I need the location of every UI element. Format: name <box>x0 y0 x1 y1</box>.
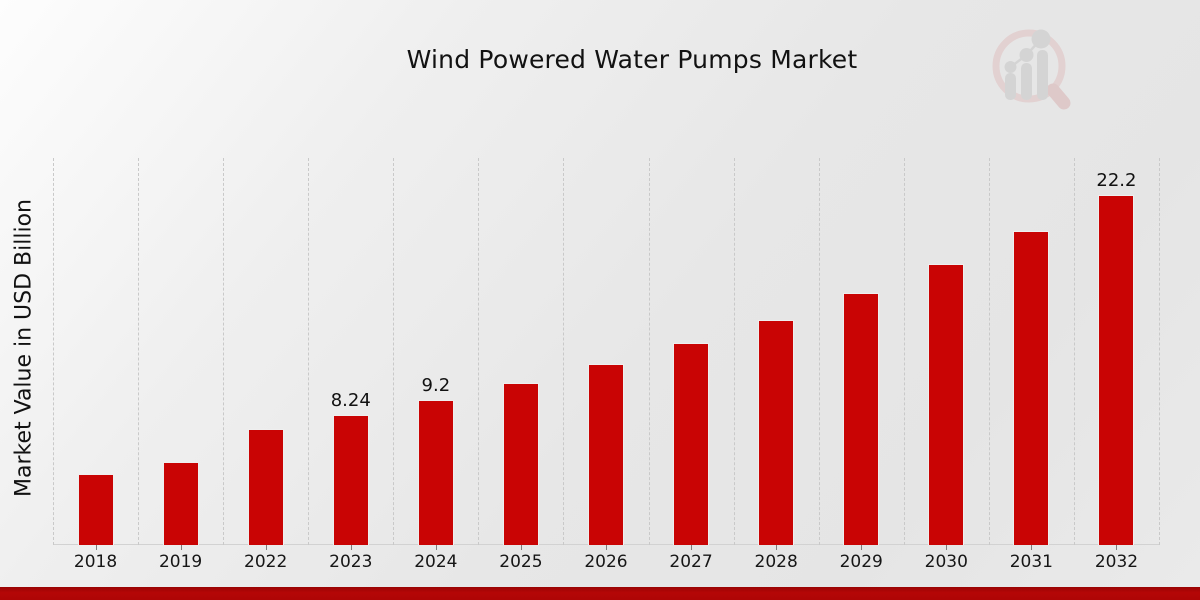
gridline <box>733 158 735 545</box>
x-axis-tick <box>691 545 693 550</box>
bar-value-label: 8.24 <box>330 390 371 412</box>
footer-accent-bar <box>0 587 1200 600</box>
x-axis-tick <box>776 545 778 550</box>
gridline <box>648 158 650 545</box>
gridline <box>478 158 480 545</box>
gridline <box>903 158 905 545</box>
x-axis-tick <box>861 545 863 550</box>
x-axis-label: 2027 <box>669 552 713 572</box>
logo-bar-icon <box>1005 73 1016 100</box>
magnifier-handle-icon <box>1046 83 1071 110</box>
gridline <box>393 158 395 545</box>
bar-2023 <box>332 415 369 545</box>
x-axis-label: 2019 <box>158 552 203 572</box>
bar-2029 <box>843 293 880 545</box>
trend-dot-icon <box>1019 48 1034 62</box>
x-axis-label: 2023 <box>329 552 373 572</box>
gridline <box>818 158 820 545</box>
gridline <box>223 158 225 545</box>
bar-value-label: 9.2 <box>421 374 451 396</box>
bar-2026 <box>588 364 624 545</box>
x-axis-label: 2028 <box>754 552 798 572</box>
x-axis-label: 2032 <box>1094 552 1139 572</box>
x-axis-label: 2029 <box>839 552 883 572</box>
x-axis-tick <box>435 545 437 550</box>
gridline <box>1159 158 1160 545</box>
x-axis-label: 2022 <box>244 552 288 572</box>
gridline <box>988 158 990 545</box>
x-axis-tick <box>1031 545 1033 550</box>
bar-2019 <box>162 461 199 545</box>
bar-2031 <box>1013 231 1050 545</box>
bar-2030 <box>928 263 965 545</box>
x-axis-label: 2018 <box>73 552 118 572</box>
x-axis-label: 2026 <box>584 552 628 572</box>
x-axis-tick <box>1116 545 1118 550</box>
bar-2022 <box>247 428 284 545</box>
bar-value-label: 22.2 <box>1096 169 1137 191</box>
trend-dot-icon <box>1031 29 1051 49</box>
plot-area: 2018 2019 2022 8.24 2023 9.2 2024 2025 2026 2027 2… <box>53 158 1160 572</box>
x-axis-tick <box>606 545 607 550</box>
magnifier-chart-logo <box>992 29 1071 110</box>
gridline <box>563 158 565 545</box>
gridline <box>138 158 140 545</box>
gridline <box>1073 158 1075 545</box>
x-axis-label: 2024 <box>414 552 458 572</box>
logo-bar-icon <box>1021 63 1032 100</box>
chart-title: Wind Powered Water Pumps Market <box>406 45 858 74</box>
x-axis-tick <box>95 545 97 550</box>
trend-dot-icon <box>1004 61 1017 73</box>
x-axis-tick <box>520 545 522 550</box>
bar-2018 <box>77 474 114 545</box>
bar-2025 <box>502 383 539 545</box>
bar-2024 <box>417 399 454 545</box>
gridline <box>308 158 310 545</box>
bar-2028 <box>758 319 795 545</box>
logo-bar-icon <box>1037 50 1048 100</box>
x-axis-label: 2031 <box>1009 552 1053 572</box>
x-axis-tick <box>265 545 267 550</box>
x-axis-label: 2030 <box>924 552 968 572</box>
bar-2027 <box>673 343 710 545</box>
x-axis-label: 2025 <box>499 552 543 572</box>
bar-2032 <box>1098 194 1135 545</box>
y-axis-label: Market Value in USD Billion <box>11 198 37 498</box>
x-axis-tick <box>180 545 182 550</box>
gridline <box>53 158 54 545</box>
x-axis-tick <box>946 545 948 550</box>
x-axis-tick <box>350 545 352 550</box>
